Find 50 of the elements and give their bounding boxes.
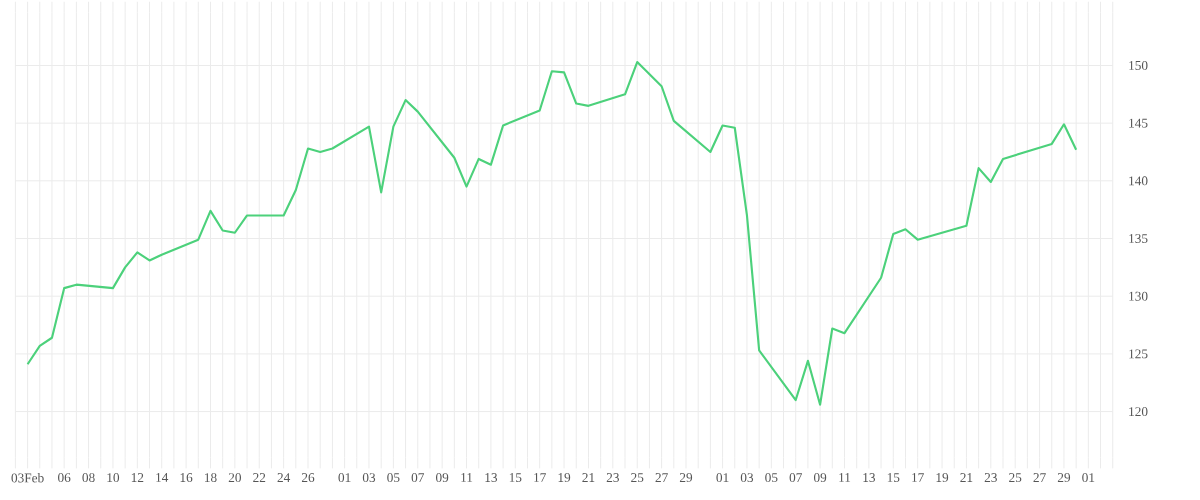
x-tick-label: 06 [58, 473, 71, 483]
x-tick-label: 29 [1057, 473, 1071, 483]
x-tick-label: 25 [1009, 473, 1022, 483]
x-tick-label: 23 [984, 473, 997, 483]
x-tick-label: 19 [936, 473, 949, 483]
x-tick-label: 25 [631, 473, 644, 483]
x-tick-label: 11 [461, 473, 473, 482]
x-tick-label: 18 [205, 473, 217, 483]
x-tick-label: 15 [509, 473, 522, 482]
x-tick-label: 11 [839, 473, 851, 482]
x-tick-label: 19 [558, 473, 571, 483]
x-tick-label: 07 [411, 473, 425, 483]
y-tick-label: 120 [1129, 407, 1148, 417]
x-tick-label: 20 [228, 473, 242, 483]
x-tick-label: 09 [436, 473, 449, 483]
x-tick-label: 22 [253, 473, 266, 482]
x-tick-label: 29 [679, 473, 693, 483]
x-tick-label: 05 [387, 473, 400, 483]
x-tick-label: 13 [485, 473, 498, 483]
x-tick-label: 26 [301, 473, 315, 483]
x-tick-label: 01 [716, 473, 729, 483]
x-tick-label: 14 [156, 473, 169, 482]
y-tick-label: 125 [1129, 349, 1148, 359]
x-tick-label: 01 [338, 473, 351, 483]
x-tick-label: 17 [534, 473, 546, 482]
x-tick-label: 23 [606, 473, 619, 483]
y-tick-label: 150 [1129, 60, 1148, 70]
y-tick-label: 140 [1129, 176, 1148, 186]
x-tick-label: 08 [82, 473, 95, 483]
x-tick-label: 09 [813, 473, 827, 483]
x-tick-label: 03Feb [11, 473, 44, 483]
x-tick-label: 07 [789, 473, 802, 483]
y-tick-label: 145 [1129, 118, 1148, 128]
x-tick-label: 12 [131, 473, 144, 482]
x-tick-label: 17 [912, 473, 924, 482]
x-tick-label: 27 [1033, 473, 1046, 482]
y-tick-label: 135 [1129, 234, 1148, 243]
x-tick-label: 13 [863, 473, 876, 483]
x-tick-label: 21 [582, 473, 595, 482]
x-tick-label: 01 [1082, 473, 1095, 483]
x-tick-label: 24 [277, 473, 291, 482]
x-tick-label: 03 [740, 473, 754, 483]
x-tick-label: 21 [960, 473, 973, 482]
x-tick-label: 16 [180, 473, 193, 483]
x-tick-label: 05 [765, 473, 778, 483]
x-tick-label: 15 [887, 473, 900, 482]
x-tick-label: 27 [655, 473, 668, 482]
x-tick-label: 03 [362, 473, 376, 483]
x-tick-label: 10 [107, 473, 120, 483]
y-tick-label: 130 [1129, 291, 1148, 301]
